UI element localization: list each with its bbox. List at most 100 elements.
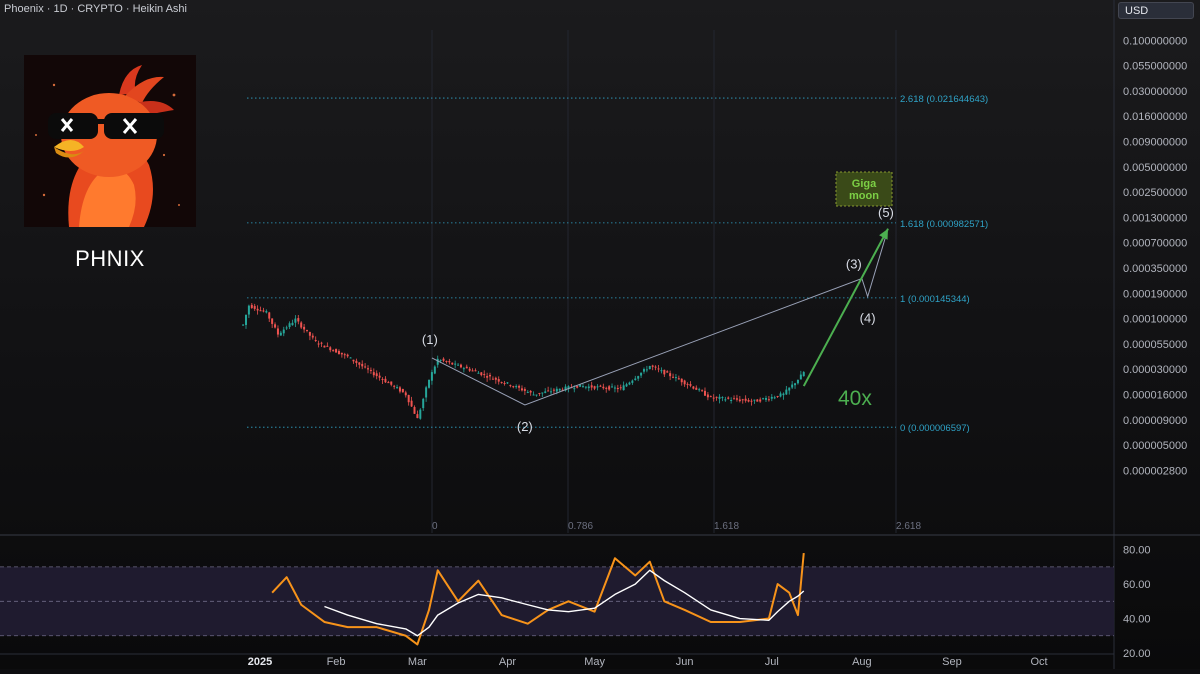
candle-body xyxy=(242,324,245,326)
candle-body xyxy=(674,377,677,379)
candle-body xyxy=(329,347,332,351)
candle-body xyxy=(442,358,445,361)
candle-body xyxy=(520,388,523,391)
candle-body xyxy=(584,386,587,388)
price-tick-label: 0.005000000 xyxy=(1123,162,1187,174)
candle-body xyxy=(413,407,416,414)
candle-body xyxy=(701,390,704,392)
candle-body xyxy=(393,385,396,387)
candle-body xyxy=(788,387,791,391)
price-tick-label: 0.016000000 xyxy=(1123,111,1187,123)
arrow-shaft xyxy=(802,228,889,387)
candle-body xyxy=(686,383,689,385)
candle-body xyxy=(689,384,692,386)
candle-body xyxy=(245,314,247,325)
candle-body xyxy=(247,305,250,315)
candle-body xyxy=(538,393,541,395)
candle-body xyxy=(637,376,640,379)
candle-body xyxy=(422,398,425,409)
candle-body xyxy=(361,363,364,367)
candle-body xyxy=(250,304,253,308)
price-tick-label: 0.009000000 xyxy=(1123,137,1187,149)
candle-body xyxy=(477,372,480,374)
candle-body xyxy=(782,393,785,396)
giga-moon-line1: Giga xyxy=(852,178,877,190)
candle-body xyxy=(657,368,660,370)
candle-body xyxy=(285,327,288,329)
candle-body xyxy=(454,363,457,365)
candle-body xyxy=(532,394,535,396)
candle-body xyxy=(468,368,471,371)
price-tick-label: 0.100000000 xyxy=(1123,35,1187,47)
candle-body xyxy=(337,350,340,355)
candle-body xyxy=(497,379,500,382)
candle-body xyxy=(718,396,721,399)
candle-body xyxy=(640,372,643,376)
candle-body xyxy=(628,382,631,385)
candle-body xyxy=(303,326,306,330)
price-tick-label: 0.000190000 xyxy=(1123,288,1187,300)
candle-body xyxy=(489,374,492,377)
fib-level-label: 0 (0.000006597) xyxy=(900,423,970,434)
candle-body xyxy=(698,389,701,391)
candle-body xyxy=(483,374,486,376)
time-axis[interactable]: 2025 Feb Mar Apr May Jun Jul Aug Sep Oct xyxy=(0,653,1114,668)
price-tick-label: 0.000005000 xyxy=(1123,440,1187,452)
candle-body xyxy=(579,384,582,387)
candle-body xyxy=(494,377,497,380)
time-tick-label: Apr xyxy=(499,656,516,668)
currency-selector[interactable]: USD xyxy=(1118,2,1194,19)
candle-body xyxy=(625,384,628,387)
candle-body xyxy=(448,361,451,363)
token-symbol: PHNIX xyxy=(75,246,145,271)
candle-body xyxy=(738,399,741,402)
fib-level-label: 1 (0.000145344) xyxy=(900,294,970,305)
candle-body xyxy=(308,332,311,336)
price-tick-label: 0.000700000 xyxy=(1123,238,1187,250)
candle-body xyxy=(491,378,494,380)
candle-body xyxy=(796,380,799,384)
candle-body xyxy=(654,366,657,368)
rsi-tick-label: 60.00 xyxy=(1123,579,1151,591)
candle-body xyxy=(642,369,645,372)
candle-body xyxy=(550,391,553,393)
wave-label: (4) xyxy=(860,311,876,326)
candle-body xyxy=(375,373,378,377)
candle-body xyxy=(506,382,509,384)
candle-body xyxy=(268,312,271,319)
candle-body xyxy=(384,378,387,383)
candle-body xyxy=(608,386,611,390)
candle-body xyxy=(515,386,518,388)
time-fib-label: 0.786 xyxy=(568,521,593,532)
rsi-tick-label: 40.00 xyxy=(1123,614,1151,626)
candle-body xyxy=(535,394,538,396)
candle-body xyxy=(666,371,669,373)
candle-body xyxy=(791,384,794,388)
fib-levels: 2.618 (0.021644643) 1.618 (0.000982571) 1 … xyxy=(247,94,988,434)
candle-body xyxy=(541,392,544,394)
time-tick-label: Mar xyxy=(408,656,427,668)
price-tick-label: 0.000002800 xyxy=(1123,465,1187,477)
candle-body xyxy=(401,389,404,393)
candle-body xyxy=(744,398,747,401)
time-tick-label: Aug xyxy=(852,656,872,668)
rsi-tick-label: 20.00 xyxy=(1123,648,1151,660)
candle-body xyxy=(773,397,776,399)
candle-body xyxy=(596,386,599,388)
candle-body xyxy=(587,386,590,389)
candle-body xyxy=(451,362,454,365)
grid xyxy=(431,30,897,533)
candle-body xyxy=(756,399,759,402)
candle-body xyxy=(314,339,317,341)
candle-body xyxy=(706,394,709,398)
rsi-tick-label: 80.00 xyxy=(1123,545,1151,557)
candle-body xyxy=(735,398,738,400)
time-tick-label: 2025 xyxy=(248,656,272,668)
chart-title: Phoenix · 1D · CRYPTO · Heikin Ashi xyxy=(4,3,187,15)
time-tick-label: Jun xyxy=(676,656,694,668)
candle-body xyxy=(355,360,358,363)
candle-body xyxy=(555,388,558,392)
candle-body xyxy=(457,364,460,366)
candle-body xyxy=(465,366,468,369)
